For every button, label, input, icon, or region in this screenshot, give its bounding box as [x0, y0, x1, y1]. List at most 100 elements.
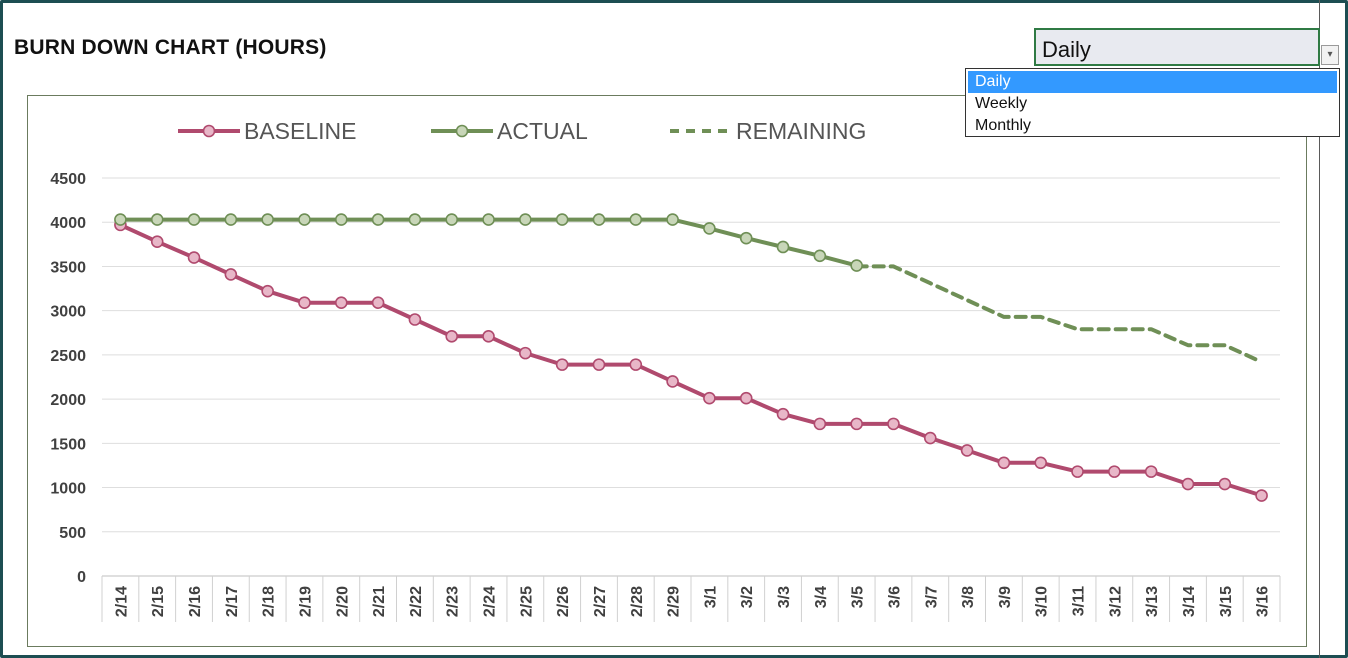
- x-tick-label: 3/10: [1034, 586, 1051, 617]
- data-point-actual: [334, 213, 348, 226]
- data-point-baseline: [887, 417, 900, 431]
- data-point-baseline: [150, 235, 164, 248]
- legend-marker-baseline: [202, 124, 216, 138]
- y-tick-label: 1500: [50, 436, 86, 453]
- data-point-actual: [408, 213, 422, 226]
- data-point-baseline: [298, 296, 311, 310]
- data-point-baseline: [555, 358, 569, 371]
- x-tick-label: 3/14: [1181, 586, 1198, 617]
- period-select-value: Daily: [1042, 37, 1091, 62]
- series-line-remaining: [854, 264, 1264, 364]
- y-tick-label: 4500: [50, 171, 86, 188]
- data-point-actual: [445, 213, 459, 226]
- data-point-actual: [629, 213, 643, 226]
- x-tick-label: 3/8: [960, 586, 977, 608]
- chevron-down-icon[interactable]: ▾: [1321, 45, 1339, 65]
- data-point-baseline: [813, 417, 827, 431]
- x-tick-label: 2/22: [408, 586, 425, 617]
- data-point-actual: [371, 213, 385, 226]
- data-point-baseline: [1181, 477, 1195, 491]
- x-tick-label: 3/9: [997, 586, 1014, 608]
- x-tick-label: 3/13: [1144, 586, 1161, 617]
- data-point-baseline: [960, 444, 974, 457]
- x-tick-label: 3/6: [886, 586, 903, 608]
- data-point-baseline: [997, 456, 1011, 470]
- series-line-baseline: [118, 222, 1264, 498]
- chart-area: 0 500 1000 1500 2000 2500 3000 3500 4000 4500 2/1…: [27, 95, 1307, 647]
- data-point-baseline: [592, 358, 606, 371]
- option-monthly[interactable]: Monthly: [975, 117, 1032, 134]
- series-lines: [114, 213, 1268, 502]
- option-weekly[interactable]: Weekly: [975, 95, 1028, 112]
- x-tick-label: 2/27: [592, 586, 609, 617]
- y-tick-label: 0: [77, 569, 86, 586]
- data-point-actual: [519, 213, 532, 226]
- legend: BASELINE ACTUAL REMAINING: [178, 118, 866, 144]
- y-tick-label: 3500: [50, 259, 86, 276]
- x-tick-label: 2/16: [187, 586, 204, 617]
- legend-marker-actual: [455, 124, 469, 138]
- x-tick-label: 2/17: [224, 586, 241, 617]
- data-point-baseline: [776, 407, 790, 421]
- data-point-actual: [187, 213, 201, 226]
- data-point-baseline: [445, 330, 459, 343]
- data-point-actual: [555, 213, 569, 226]
- data-point-baseline: [629, 358, 643, 371]
- x-tick-label: 2/25: [518, 586, 535, 617]
- data-point-baseline: [371, 296, 385, 310]
- data-point-actual: [261, 213, 274, 226]
- period-options-list: Daily Weekly Monthly: [965, 68, 1340, 137]
- data-point-baseline: [1144, 465, 1158, 478]
- data-point-baseline: [1034, 456, 1048, 470]
- x-tick-label: 3/2: [739, 586, 756, 608]
- data-point-baseline: [408, 313, 422, 326]
- x-tick-label: 2/15: [150, 586, 167, 617]
- page-title: BURN DOWN CHART (HOURS): [14, 36, 327, 59]
- x-tick-label: 2/28: [629, 586, 646, 617]
- x-tick-label: 3/12: [1107, 586, 1124, 617]
- y-tick-label: 500: [59, 525, 86, 542]
- x-tick-label: 2/20: [334, 586, 351, 617]
- y-tick-label: 1000: [50, 481, 86, 498]
- y-tick-label: 4000: [50, 215, 86, 232]
- y-tick-label: 2000: [50, 392, 86, 409]
- data-point-actual: [850, 259, 863, 272]
- period-select[interactable]: Daily: [1034, 28, 1320, 66]
- data-point-actual: [666, 213, 679, 226]
- x-tick-label: 3/4: [813, 586, 830, 608]
- y-tick-label: 2500: [50, 348, 86, 365]
- x-tick-label: 3/16: [1255, 586, 1272, 617]
- x-tick-label: 3/15: [1218, 586, 1235, 617]
- legend-label-remaining: REMAINING: [736, 118, 866, 144]
- x-tick-label: 3/7: [923, 586, 940, 608]
- data-point-actual: [224, 213, 238, 226]
- x-tick-label: 2/18: [261, 586, 278, 617]
- data-point-actual: [482, 213, 495, 226]
- data-point-baseline: [739, 391, 753, 405]
- data-point-actual: [114, 213, 127, 226]
- grid-lines: [101, 177, 1281, 622]
- data-point-actual: [298, 213, 311, 226]
- x-tick-label: 2/29: [666, 586, 683, 617]
- x-tick-label: 2/21: [371, 586, 388, 617]
- data-point-baseline: [850, 417, 863, 431]
- data-point-baseline: [1255, 489, 1268, 502]
- legend-label-baseline: BASELINE: [244, 118, 357, 144]
- x-tick-label: 2/19: [297, 586, 314, 617]
- option-daily[interactable]: Daily: [968, 71, 1337, 93]
- data-point-baseline: [923, 431, 937, 445]
- y-axis-ticks: 0 500 1000 1500 2000 2500 3000 3500 4000 4500: [50, 171, 86, 586]
- data-point-baseline: [1218, 477, 1232, 491]
- column-divider: [1319, 0, 1320, 658]
- data-point-actual: [813, 249, 827, 263]
- data-point-actual: [739, 231, 753, 245]
- data-point-actual: [776, 240, 790, 254]
- y-tick-label: 3000: [50, 304, 86, 321]
- legend-label-actual: ACTUAL: [497, 118, 588, 144]
- data-point-baseline: [224, 268, 238, 281]
- data-point-baseline: [1108, 465, 1121, 478]
- data-point-baseline: [334, 296, 348, 310]
- data-point-baseline: [666, 375, 679, 388]
- x-axis-ticks: 2/14 2/15 2/16 2/17 2/18 2/19 2/20 2/21 2/22 2/23…: [113, 586, 1271, 617]
